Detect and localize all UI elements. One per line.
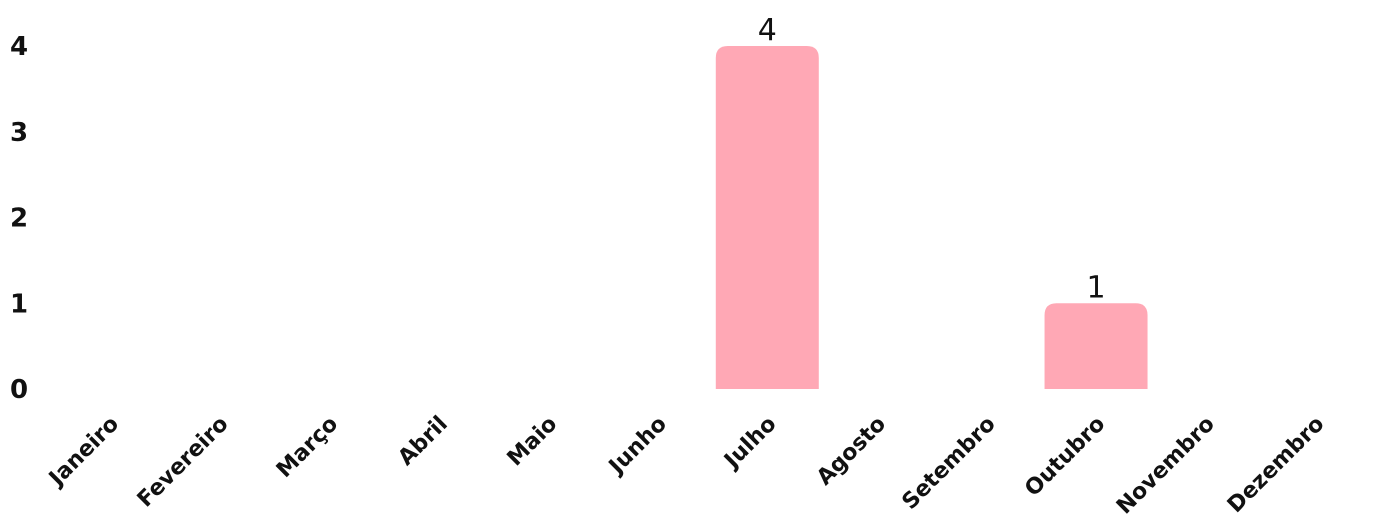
x-tick-label-julho: Julho bbox=[718, 412, 781, 475]
x-tick-label-setembro: Setembro bbox=[898, 412, 1001, 515]
x-tick-label-abril: Abril bbox=[394, 412, 453, 471]
x-tick-label-fevereiro: Fevereiro bbox=[133, 412, 234, 513]
x-tick-label-novembro: Novembro bbox=[1112, 412, 1220, 520]
data-label-julho: 4 bbox=[758, 13, 777, 48]
x-tick-label-janeiro: Janeiro bbox=[43, 412, 124, 493]
x-axis: Janeiro Fevereiro Março Abril Maio Junho Julho… bbox=[43, 412, 1329, 520]
y-axis: 0 1 2 3 4 bbox=[10, 32, 28, 405]
x-tick-label-agosto: Agosto bbox=[812, 412, 891, 491]
x-tick-label-março: Março bbox=[272, 412, 343, 483]
x-tick-label-maio: Maio bbox=[503, 412, 563, 472]
y-tick-label: 1 bbox=[10, 289, 28, 319]
data-labels: 41 bbox=[758, 13, 1106, 305]
y-tick-label: 3 bbox=[10, 118, 28, 148]
x-tick-label-junho: Junho bbox=[603, 412, 672, 481]
x-tick-label-dezembro: Dezembro bbox=[1223, 412, 1329, 518]
data-label-outubro: 1 bbox=[1086, 270, 1105, 305]
y-tick-label: 4 bbox=[10, 32, 28, 62]
bars bbox=[715, 46, 1148, 389]
y-tick-label: 0 bbox=[10, 375, 28, 405]
x-tick-label-outubro: Outubro bbox=[1020, 412, 1110, 502]
bar-julho bbox=[715, 46, 819, 389]
bar-outubro bbox=[1044, 303, 1148, 389]
y-tick-label: 2 bbox=[10, 204, 28, 234]
